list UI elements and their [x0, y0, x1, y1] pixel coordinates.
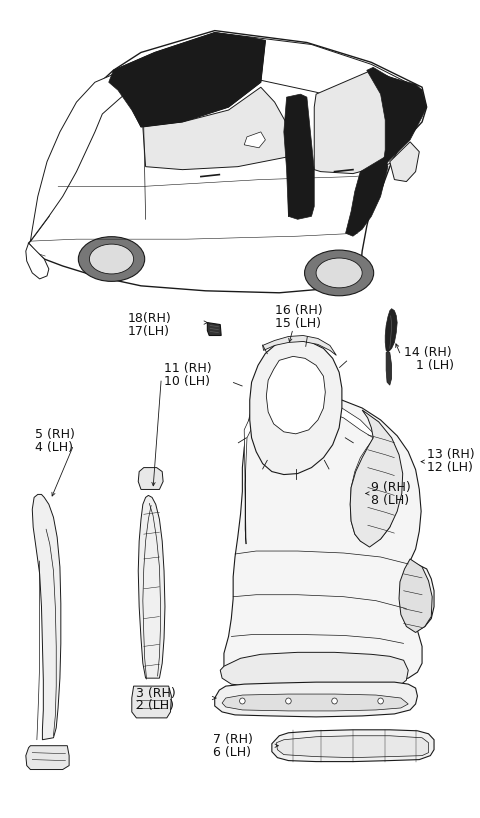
- Ellipse shape: [316, 258, 362, 288]
- Text: 17(LH): 17(LH): [127, 325, 169, 338]
- Polygon shape: [266, 357, 325, 434]
- Polygon shape: [29, 30, 427, 293]
- Text: 10 (LH): 10 (LH): [164, 375, 210, 388]
- Text: 11 (RH): 11 (RH): [164, 362, 212, 375]
- Polygon shape: [143, 88, 288, 169]
- Text: 18(RH): 18(RH): [127, 312, 171, 325]
- Text: 12 (LH): 12 (LH): [427, 461, 472, 474]
- Polygon shape: [207, 322, 221, 335]
- Polygon shape: [138, 468, 163, 489]
- Polygon shape: [385, 308, 397, 353]
- Circle shape: [332, 698, 337, 704]
- Polygon shape: [350, 410, 403, 547]
- Text: 15 (LH): 15 (LH): [275, 317, 321, 330]
- Text: 5 (RH): 5 (RH): [35, 429, 75, 442]
- Polygon shape: [272, 730, 434, 762]
- Polygon shape: [224, 396, 434, 694]
- Polygon shape: [109, 33, 265, 127]
- Polygon shape: [168, 33, 422, 117]
- Polygon shape: [399, 559, 432, 632]
- Polygon shape: [32, 494, 61, 739]
- Polygon shape: [220, 652, 408, 690]
- Polygon shape: [244, 132, 265, 148]
- Ellipse shape: [305, 250, 374, 296]
- Polygon shape: [138, 496, 165, 678]
- Polygon shape: [346, 157, 388, 236]
- Polygon shape: [367, 67, 427, 169]
- Polygon shape: [132, 686, 171, 718]
- Polygon shape: [30, 70, 155, 241]
- Polygon shape: [314, 70, 408, 173]
- Text: 3 (RH): 3 (RH): [136, 686, 176, 699]
- Text: 1 (LH): 1 (LH): [416, 359, 454, 372]
- Circle shape: [240, 698, 245, 704]
- Polygon shape: [263, 335, 336, 355]
- Text: 7 (RH): 7 (RH): [213, 733, 253, 746]
- Polygon shape: [26, 746, 69, 770]
- Text: 13 (RH): 13 (RH): [427, 448, 474, 461]
- Text: 6 (LH): 6 (LH): [213, 746, 251, 759]
- Text: 16 (RH): 16 (RH): [275, 304, 322, 317]
- Polygon shape: [250, 340, 342, 474]
- Text: 4 (LH): 4 (LH): [35, 441, 73, 454]
- Polygon shape: [284, 94, 314, 219]
- Polygon shape: [26, 243, 49, 279]
- Text: 9 (RH): 9 (RH): [372, 481, 411, 494]
- Polygon shape: [276, 735, 429, 757]
- Ellipse shape: [89, 244, 133, 274]
- Polygon shape: [215, 682, 418, 717]
- Polygon shape: [222, 694, 408, 711]
- Text: 8 (LH): 8 (LH): [372, 494, 409, 507]
- Circle shape: [378, 698, 384, 704]
- Polygon shape: [113, 33, 265, 127]
- Polygon shape: [386, 353, 392, 385]
- Circle shape: [286, 698, 291, 704]
- Ellipse shape: [78, 236, 144, 281]
- Polygon shape: [244, 400, 397, 544]
- Polygon shape: [390, 142, 420, 182]
- Text: 14 (RH): 14 (RH): [404, 346, 451, 359]
- Text: 2 (LH): 2 (LH): [136, 699, 174, 712]
